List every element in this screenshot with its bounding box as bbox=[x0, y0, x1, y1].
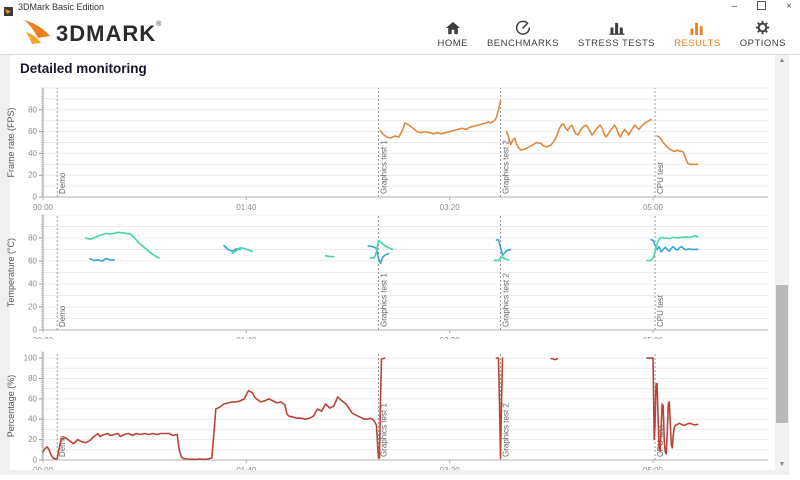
svg-text:Percentage (%): Percentage (%) bbox=[6, 375, 16, 438]
svg-text:40: 40 bbox=[28, 280, 37, 289]
window-controls: – × bbox=[732, 0, 792, 14]
window-title: 3DMark Basic Edition bbox=[18, 2, 105, 12]
frame-rate-chart: 0 20 40 60 80 00:00 01:40 03:20 05:00 Demo Graphic… bbox=[0, 85, 775, 212]
bar-chart-icon bbox=[609, 20, 625, 35]
svg-text:Graphics test 1: Graphics test 1 bbox=[380, 403, 389, 457]
left-gutter bbox=[0, 55, 10, 475]
svg-text:60: 60 bbox=[28, 394, 37, 403]
scrollbar-down-icon[interactable]: ▼ bbox=[778, 461, 786, 468]
3dmark-logo-icon bbox=[24, 20, 50, 44]
app-icon bbox=[4, 3, 13, 16]
svg-text:20: 20 bbox=[28, 303, 37, 312]
svg-text:03:20: 03:20 bbox=[440, 203, 461, 212]
svg-text:20: 20 bbox=[28, 171, 37, 180]
svg-text:100: 100 bbox=[24, 354, 38, 363]
chart-svg: 02040608000:0001:4003:2005:00DemoGraphic… bbox=[6, 214, 768, 345]
svg-text:Graphics test 1: Graphics test 1 bbox=[380, 273, 389, 327]
svg-text:0: 0 bbox=[33, 456, 38, 465]
results-bars-icon bbox=[689, 20, 705, 35]
svg-text:Graphics test 1: Graphics test 1 bbox=[380, 140, 389, 194]
minimize-button[interactable]: – bbox=[731, 1, 738, 12]
nav-item-label: STRESS TESTS bbox=[578, 37, 656, 49]
svg-text:Frame rate (FPS): Frame rate (FPS) bbox=[6, 107, 16, 177]
brand-registered-mark: ® bbox=[156, 21, 162, 28]
restore-button[interactable] bbox=[757, 0, 767, 14]
scrollbar-thumb[interactable] bbox=[776, 285, 788, 423]
svg-text:Graphics test 2: Graphics test 2 bbox=[502, 140, 511, 194]
gear-icon bbox=[755, 20, 770, 35]
svg-text:80: 80 bbox=[28, 234, 37, 243]
main-nav: 3DMARK ® HOME BENCHMARKS STRESS TESTS bbox=[0, 14, 800, 55]
nav-item-label: HOME bbox=[437, 37, 468, 49]
svg-text:05:00: 05:00 bbox=[643, 203, 664, 212]
restore-icon bbox=[757, 0, 767, 10]
svg-text:Temperature (°C): Temperature (°C) bbox=[6, 238, 16, 307]
brand-logo: 3DMARK ® bbox=[22, 19, 161, 49]
scrollbar-up-icon[interactable]: ▲ bbox=[778, 57, 786, 64]
svg-text:Graphics test 2: Graphics test 2 bbox=[502, 273, 511, 327]
svg-text:0: 0 bbox=[33, 326, 38, 335]
nav-item-label: RESULTS bbox=[674, 37, 721, 49]
svg-text:Demo: Demo bbox=[58, 435, 67, 457]
gauge-icon bbox=[515, 20, 531, 35]
page-title: Detailed monitoring bbox=[20, 61, 147, 76]
chart-svg: 02040608010000:0001:4003:2005:00DemoGrap… bbox=[6, 351, 768, 475]
svg-text:Demo: Demo bbox=[58, 305, 67, 327]
svg-text:0: 0 bbox=[33, 193, 38, 202]
nav-item-options[interactable]: OPTIONS bbox=[740, 20, 786, 49]
nav-item-results[interactable]: RESULTS bbox=[674, 20, 721, 49]
nav-items: HOME BENCHMARKS STRESS TESTS RESULTS bbox=[437, 20, 786, 49]
svg-text:80: 80 bbox=[28, 105, 37, 114]
svg-text:60: 60 bbox=[28, 127, 37, 136]
svg-text:60: 60 bbox=[28, 257, 37, 266]
chart-svg: 0 20 40 60 80 00:00 01:40 03:20 05:00 Demo Graphic… bbox=[6, 87, 768, 212]
nav-item-stress-tests[interactable]: STRESS TESTS bbox=[578, 20, 655, 49]
svg-text:80: 80 bbox=[28, 374, 37, 383]
svg-text:Demo: Demo bbox=[58, 172, 67, 194]
close-button[interactable]: × bbox=[786, 1, 792, 12]
nav-item-label: OPTIONS bbox=[739, 37, 786, 49]
svg-text:CPU test: CPU test bbox=[656, 294, 665, 327]
svg-text:40: 40 bbox=[28, 415, 37, 424]
bottom-edge bbox=[0, 470, 789, 475]
svg-text:40: 40 bbox=[28, 149, 37, 158]
nav-item-label: BENCHMARKS bbox=[486, 37, 560, 49]
svg-text:00:00: 00:00 bbox=[33, 203, 54, 212]
nav-item-benchmarks[interactable]: BENCHMARKS bbox=[487, 20, 559, 49]
vertical-scrollbar[interactable]: ▲ ▼ bbox=[775, 55, 789, 470]
svg-text:Graphics test 2: Graphics test 2 bbox=[502, 403, 511, 457]
svg-text:01:40: 01:40 bbox=[236, 203, 257, 212]
window-titlebar[interactable]: 3DMark Basic Edition – × bbox=[0, 0, 800, 16]
svg-text:CPU test: CPU test bbox=[656, 161, 665, 194]
temperature-chart: 02040608000:0001:4003:2005:00DemoGraphic… bbox=[0, 212, 775, 345]
nav-item-home[interactable]: HOME bbox=[437, 20, 468, 49]
percentage-chart: 02040608010000:0001:4003:2005:00DemoGrap… bbox=[0, 339, 775, 475]
brand-text: 3DMARK bbox=[56, 21, 157, 46]
svg-text:20: 20 bbox=[28, 435, 37, 444]
home-icon bbox=[445, 20, 461, 35]
